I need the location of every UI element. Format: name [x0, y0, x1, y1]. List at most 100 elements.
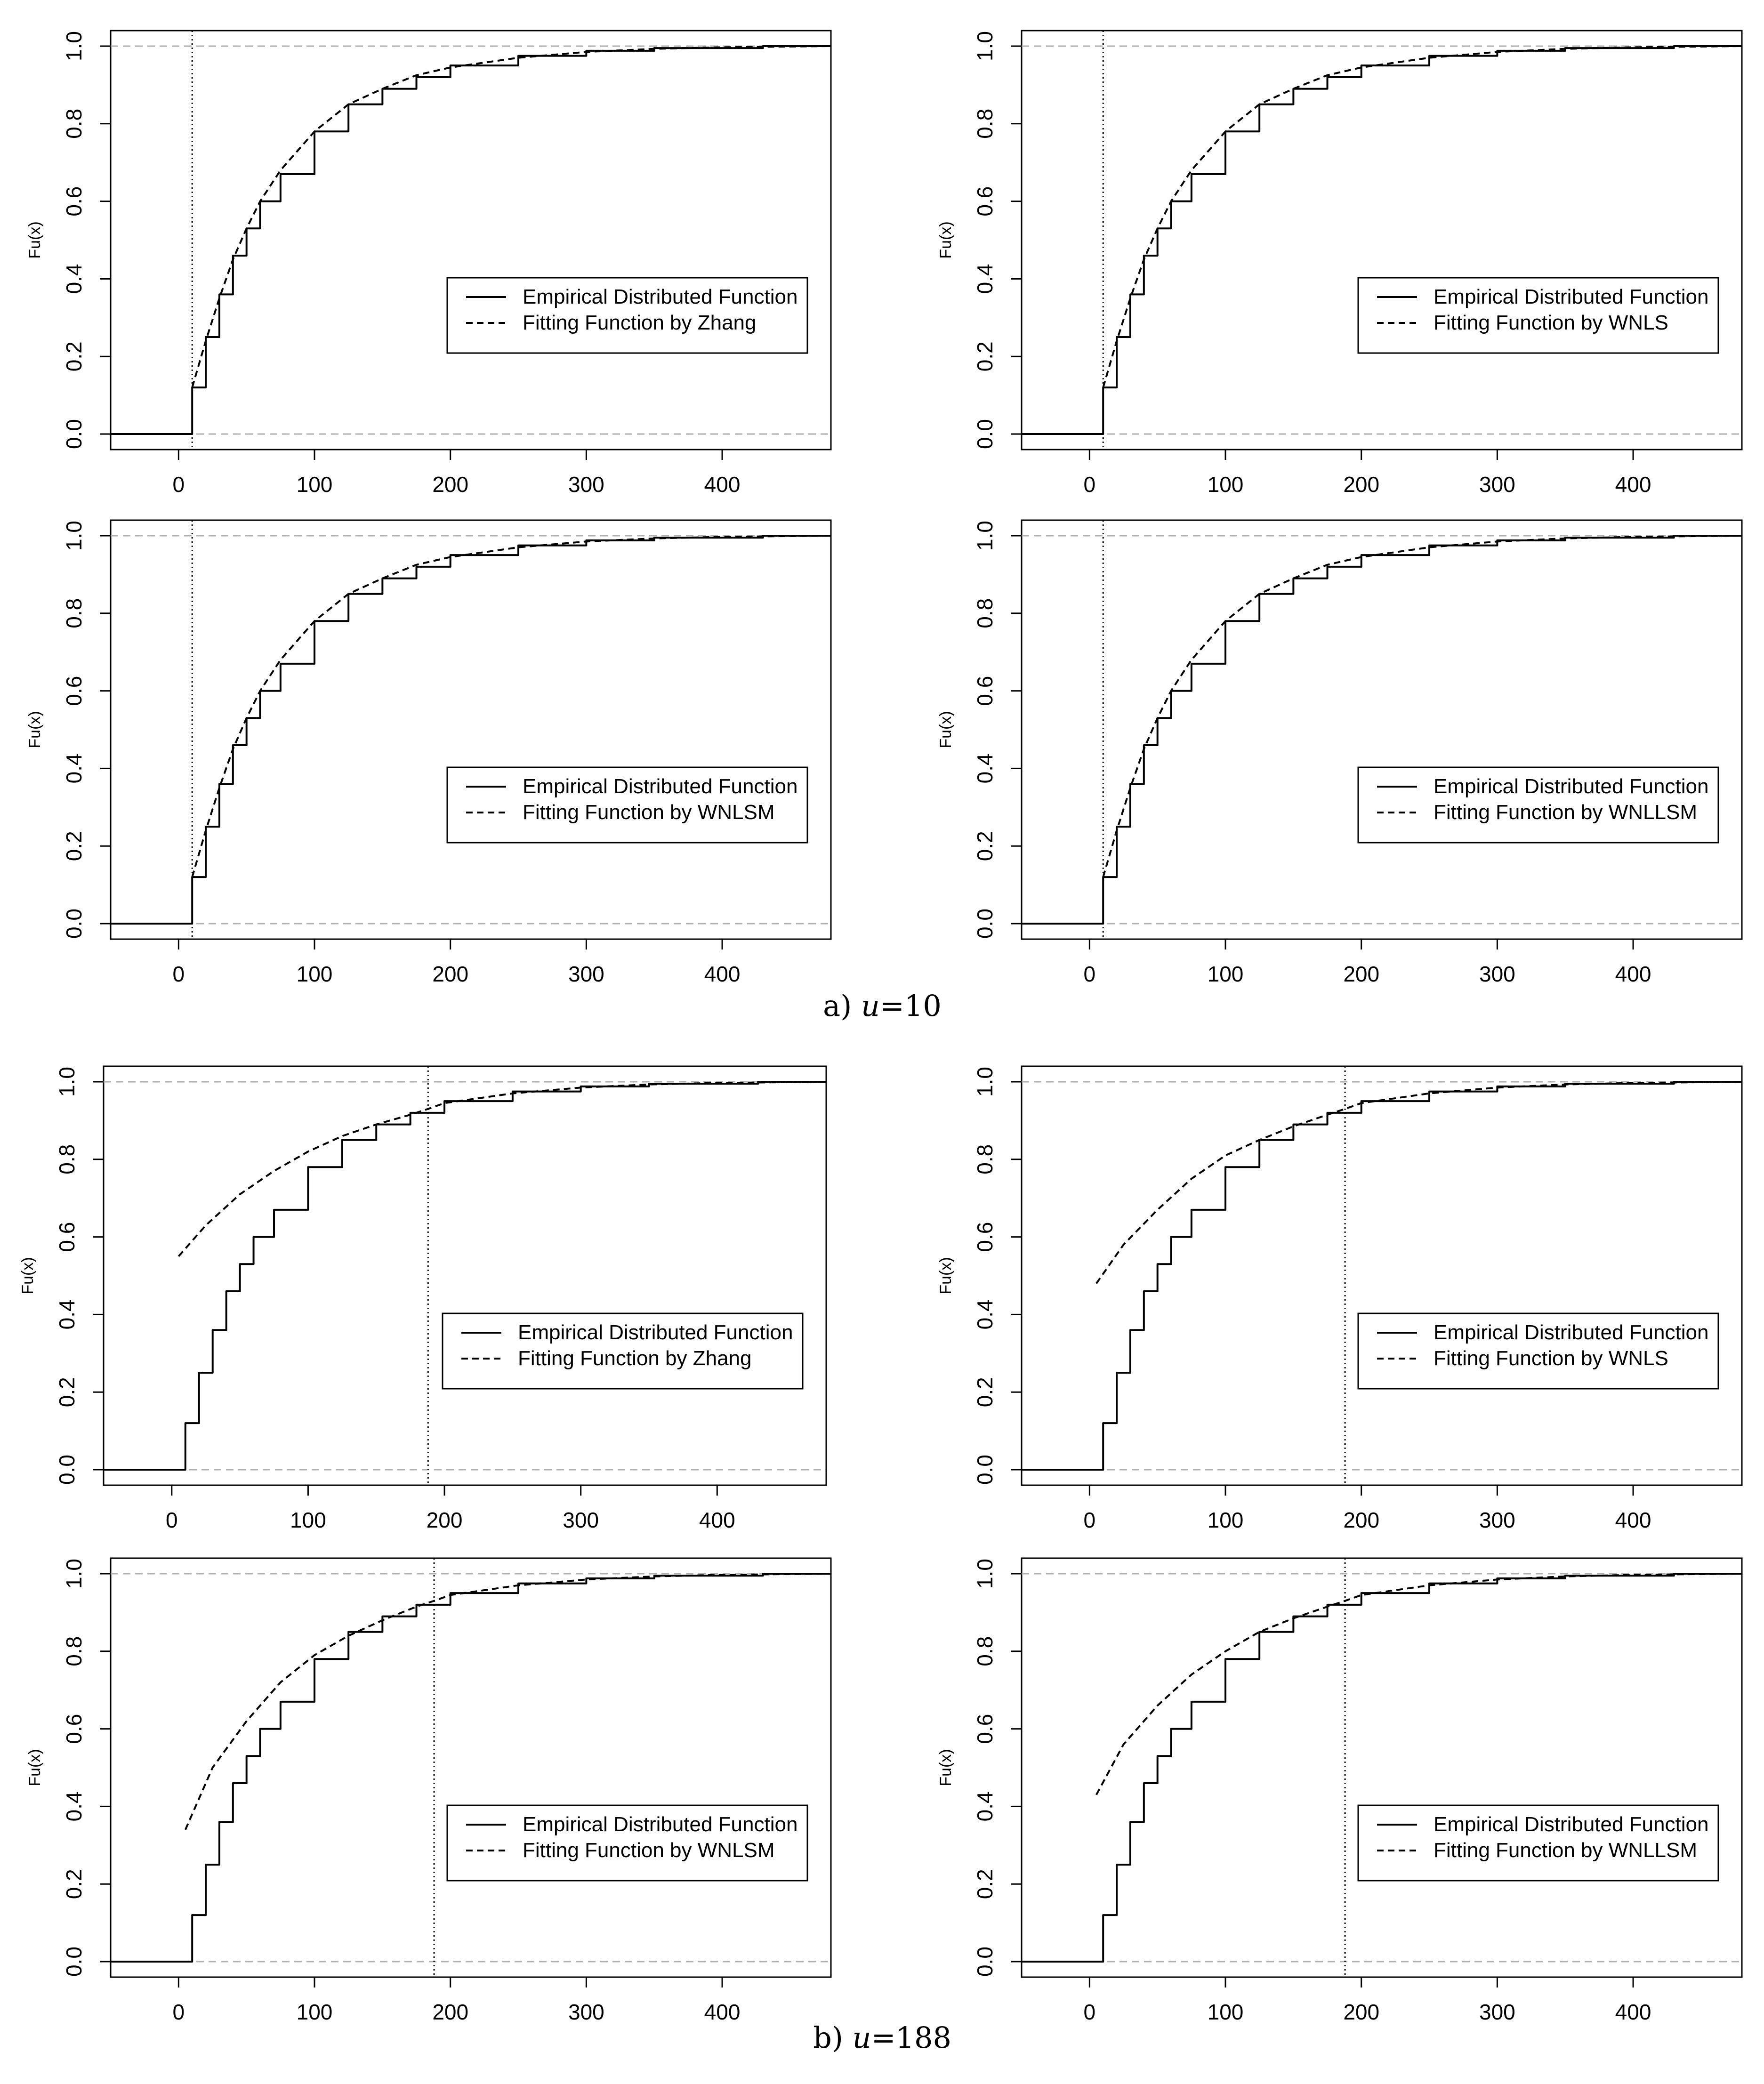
- x-tick-label: 200: [427, 1508, 463, 1532]
- chart-b2: 0 100 200 300 400 0.0 0.2 0.4 0.6 0.8 1.0 Fu(x) Empi…: [937, 1065, 1743, 1532]
- chart-a3: 0 100 200 300 400 0.0 0.2 0.4 0.6 0.8 1.0 Fu(x) Empi…: [26, 519, 832, 986]
- x-tick-label: 0: [1084, 472, 1096, 497]
- y-tick-label: 1.0: [62, 31, 86, 61]
- legend-entry: Fitting Function by WNLSM: [523, 1839, 775, 1862]
- legend-box: [1357, 766, 1719, 844]
- series-line-empirical: [111, 1572, 831, 1963]
- y-axis-label: Fu(x): [26, 711, 44, 748]
- legend-box: [1357, 1804, 1719, 1882]
- x-tick-label: 200: [1343, 472, 1379, 497]
- legend-box: [446, 277, 808, 354]
- chart-b4: 0 100 200 300 400 0.0 0.2 0.4 0.6 0.8 1.0 Fu(x) Empi…: [937, 1557, 1743, 2024]
- chart-a4: 0 100 200 300 400 0.0 0.2 0.4 0.6 0.8 1.0 Fu(x) Empi…: [937, 519, 1743, 986]
- y-tick-label: 0.4: [55, 1299, 79, 1329]
- caption-a-prefix: a): [823, 989, 862, 1023]
- x-tick-label: 300: [1479, 2000, 1515, 2024]
- y-tick-label: 1.0: [55, 1067, 79, 1097]
- series-line-fitting: [191, 534, 831, 877]
- y-tick-label: 0.2: [973, 831, 997, 861]
- y-tick-label: 0.6: [62, 1714, 86, 1744]
- y-tick-label: 0.8: [62, 1636, 86, 1666]
- y-axis-label: Fu(x): [937, 221, 955, 258]
- y-tick-label: 1.0: [973, 521, 997, 551]
- x-tick-label: 200: [1343, 2000, 1379, 2024]
- legend: Empirical Distributed Function Fitting Fu…: [1357, 1804, 1719, 1882]
- legend: Empirical Distributed Function Fitting Fu…: [1357, 766, 1719, 844]
- y-tick-label: 0.4: [62, 1791, 86, 1821]
- x-tick-label: 300: [568, 2000, 604, 2024]
- legend-entry: Empirical Distributed Function: [523, 1813, 797, 1836]
- y-tick-label: 0.6: [973, 1714, 997, 1744]
- y-tick-label: 1.0: [62, 521, 86, 551]
- series-line-empirical: [1022, 534, 1742, 925]
- series-line-empirical: [1022, 45, 1742, 435]
- series-line-fitting: [1095, 1572, 1742, 1795]
- y-axis-label: Fu(x): [26, 1749, 44, 1786]
- plot-frame: [110, 1557, 832, 1978]
- x-tick-label: 200: [432, 962, 468, 986]
- y-tick-label: 0.0: [973, 1947, 997, 1977]
- x-tick-label: 200: [432, 472, 468, 497]
- series-line-fitting: [184, 1572, 831, 1830]
- plot-frame: [1021, 519, 1743, 940]
- y-axis-label: Fu(x): [937, 711, 955, 748]
- chart-b3: 0 100 200 300 400 0.0 0.2 0.4 0.6 0.8 1.0 Fu(x) Empi…: [26, 1557, 832, 2024]
- x-tick-label: 100: [1208, 1508, 1244, 1532]
- x-tick-label: 400: [1615, 472, 1651, 497]
- x-tick-label: 0: [1084, 962, 1096, 986]
- x-tick-label: 100: [1208, 962, 1244, 986]
- x-tick-label: 300: [563, 1508, 599, 1532]
- y-tick-label: 0.8: [62, 109, 86, 139]
- y-tick-label: 0.6: [973, 186, 997, 217]
- y-tick-label: 0.8: [55, 1144, 79, 1175]
- y-tick-label: 0.2: [973, 1869, 997, 1899]
- y-tick-label: 0.2: [55, 1377, 79, 1407]
- y-axis-label: Fu(x): [26, 221, 44, 258]
- legend: Empirical Distributed Function Fitting Fu…: [446, 766, 808, 844]
- series-line-empirical: [111, 534, 831, 925]
- y-tick-label: 0.6: [55, 1222, 79, 1252]
- x-tick-label: 0: [166, 1508, 178, 1532]
- y-axis-label: Fu(x): [937, 1257, 955, 1294]
- legend: Empirical Distributed Function Fitting Fu…: [1357, 1312, 1719, 1390]
- legend-box: [442, 1312, 804, 1390]
- legend-entry: Empirical Distributed Function: [523, 285, 797, 308]
- caption-a: a) u=10: [765, 989, 1000, 1023]
- y-tick-label: 1.0: [973, 1067, 997, 1097]
- series-line-empirical: [104, 1080, 826, 1471]
- legend: Empirical Distributed Function Fitting Fu…: [446, 277, 808, 354]
- y-tick-label: 0.8: [973, 1144, 997, 1175]
- legend-entry: Fitting Function by Zhang: [518, 1347, 751, 1370]
- y-axis-label: Fu(x): [937, 1749, 955, 1786]
- series-line-empirical: [1022, 1080, 1742, 1471]
- x-tick-label: 200: [1343, 962, 1379, 986]
- y-tick-label: 1.0: [973, 1559, 997, 1589]
- x-tick-label: 300: [1479, 962, 1515, 986]
- x-tick-label: 100: [1208, 2000, 1244, 2024]
- caption-b-prefix: b): [813, 2020, 853, 2055]
- legend: Empirical Distributed Function Fitting Fu…: [446, 1804, 808, 1882]
- x-tick-label: 200: [432, 2000, 468, 2024]
- legend-entry: Empirical Distributed Function: [518, 1321, 793, 1344]
- x-tick-label: 400: [1615, 2000, 1651, 2024]
- y-tick-label: 0.4: [62, 753, 86, 783]
- legend-entry: Empirical Distributed Function: [1434, 285, 1708, 308]
- series-line-fitting: [191, 45, 831, 388]
- legend-box: [446, 1804, 808, 1882]
- x-tick-label: 100: [290, 1508, 326, 1532]
- caption-b-var: u: [852, 2020, 871, 2055]
- legend-box: [1357, 277, 1719, 354]
- y-tick-label: 1.0: [973, 31, 997, 61]
- x-tick-label: 100: [1208, 472, 1244, 497]
- y-tick-label: 0.8: [973, 598, 997, 628]
- series-line-fitting: [1102, 534, 1742, 877]
- caption-a-rest: =10: [879, 989, 942, 1023]
- y-tick-label: 0.8: [973, 1636, 997, 1666]
- x-tick-label: 300: [568, 962, 604, 986]
- plot-frame: [110, 30, 832, 451]
- y-tick-label: 0.4: [973, 753, 997, 783]
- x-tick-label: 400: [704, 2000, 741, 2024]
- y-tick-label: 0.0: [62, 419, 86, 449]
- caption-b: b) u=188: [765, 2020, 1000, 2055]
- y-tick-label: 0.4: [973, 264, 997, 294]
